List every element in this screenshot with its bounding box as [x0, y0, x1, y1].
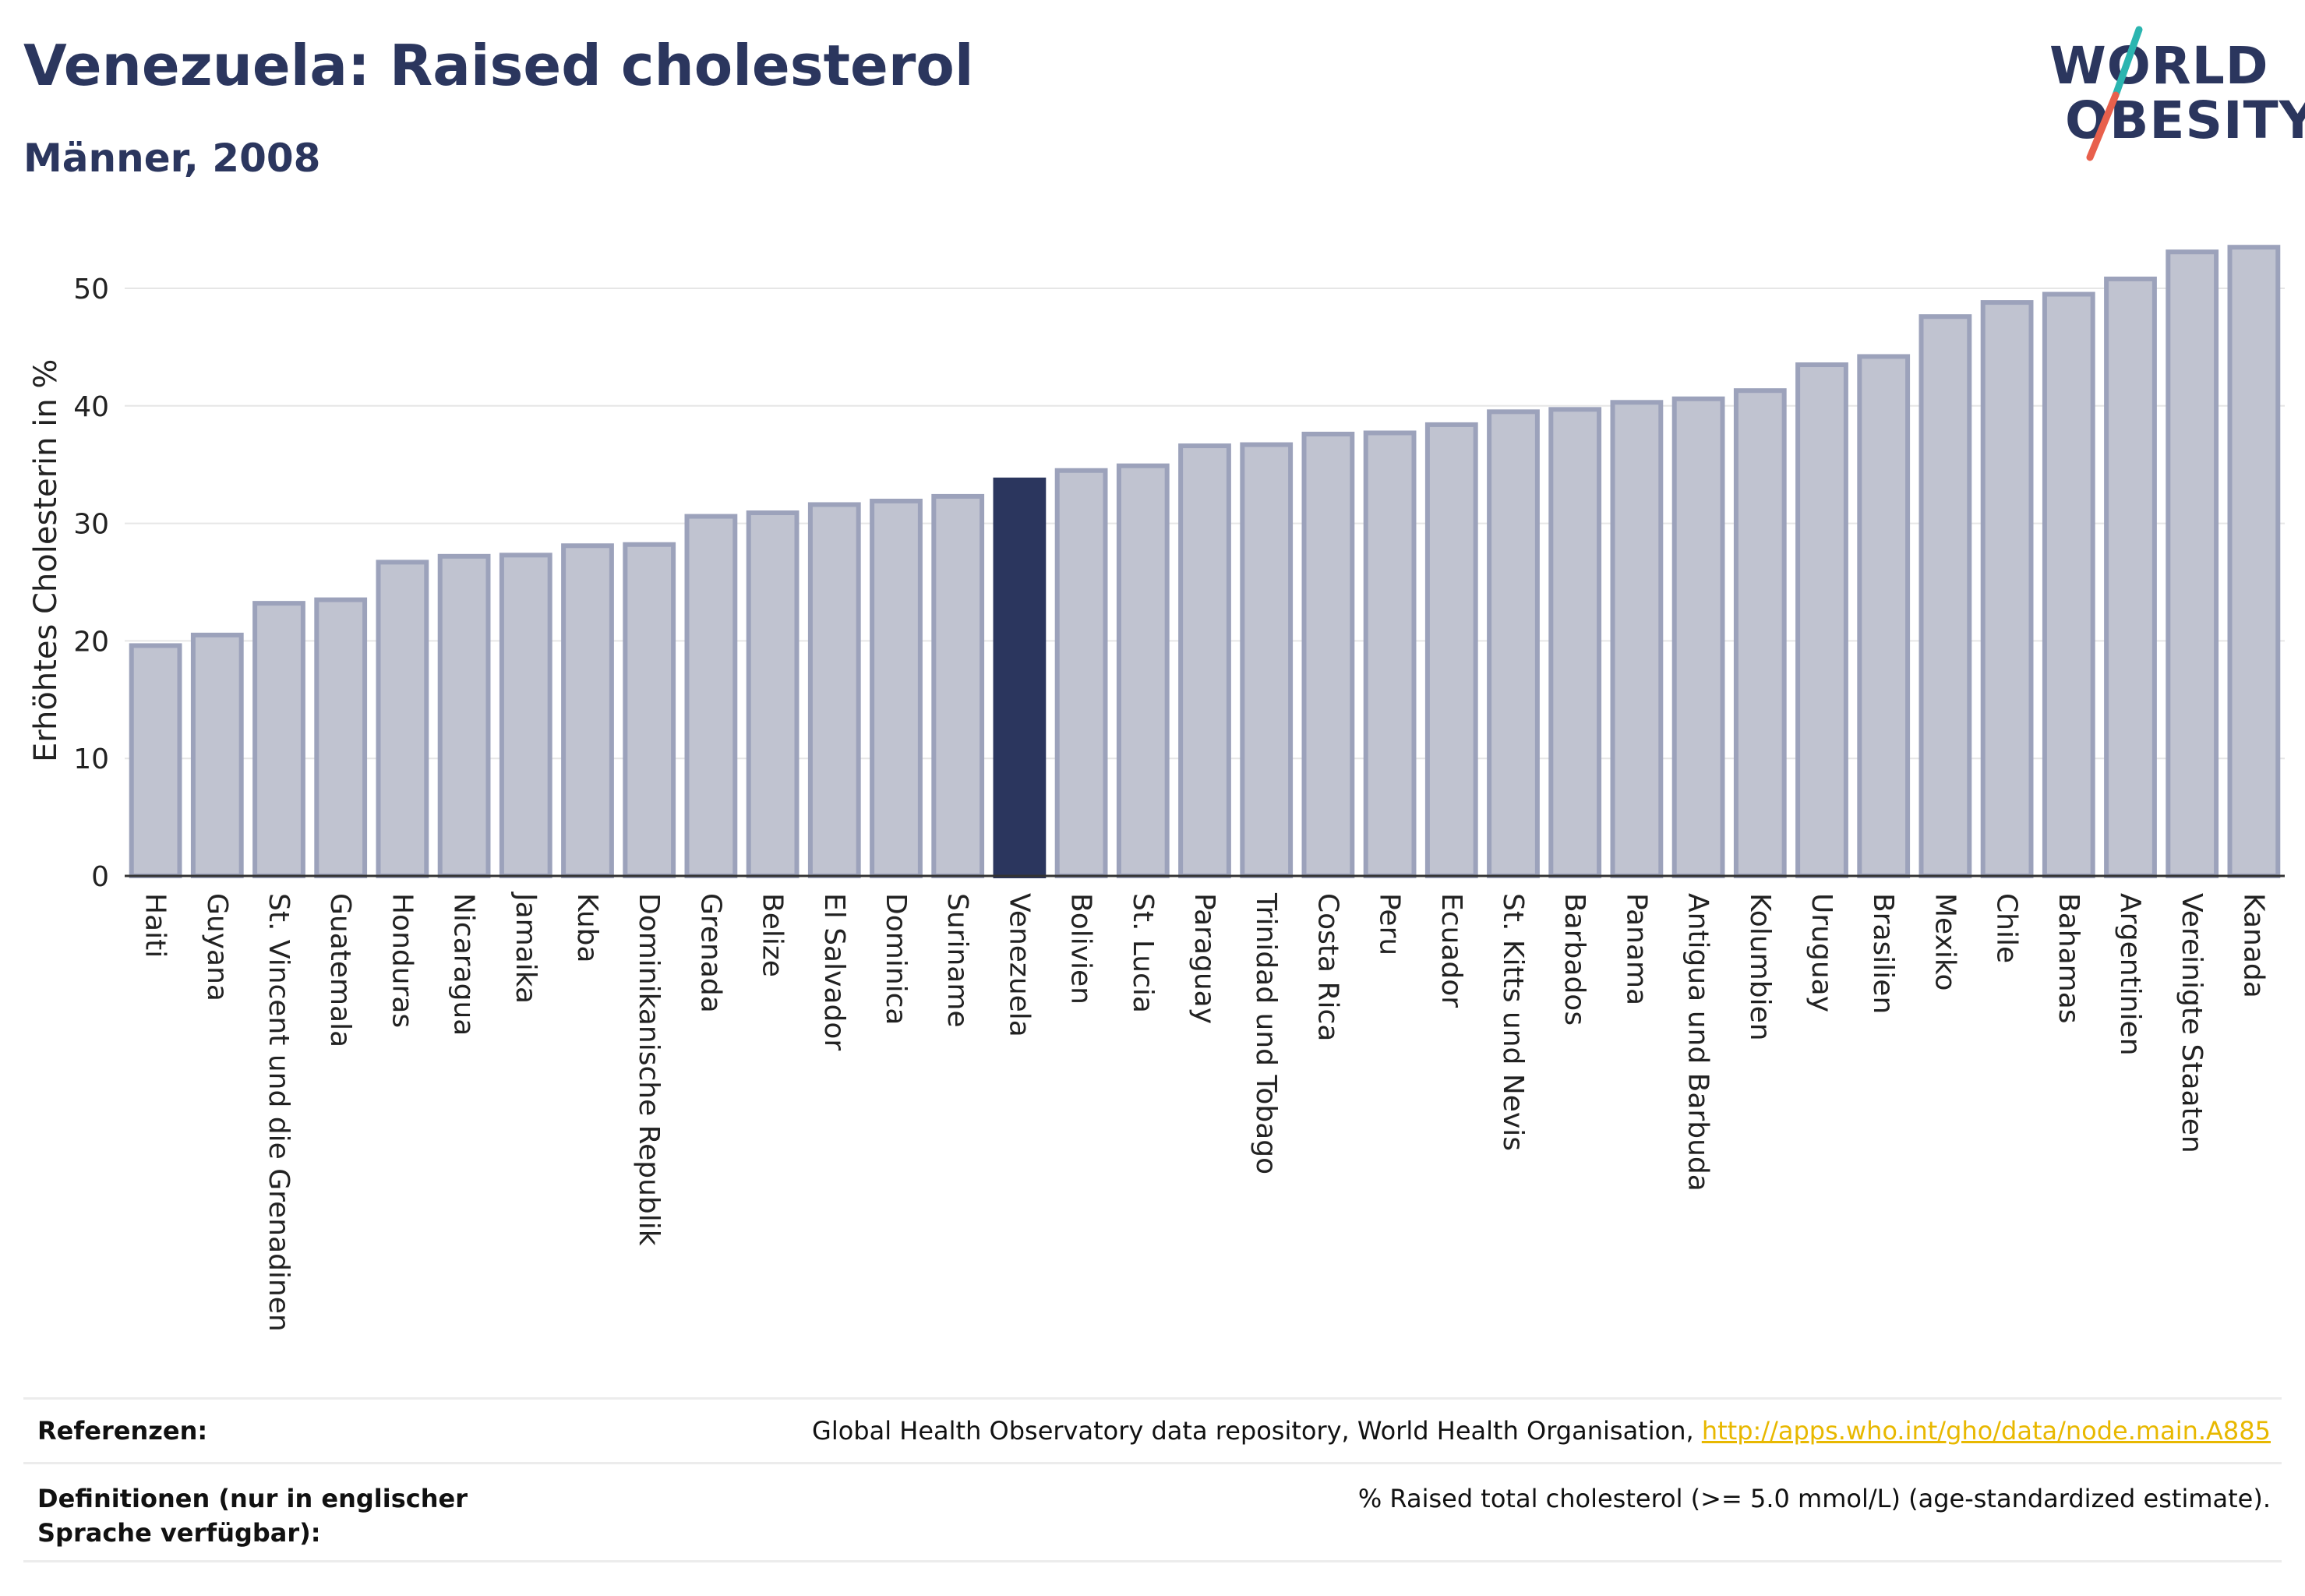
x-tick-label: Mexiko	[1929, 893, 1961, 990]
chart-labels: 0 10 20 30 40 50 Haiti Guyana St. Vincent und di…	[28, 274, 2269, 1332]
bar-suriname[interactable]	[931, 493, 985, 879]
x-tick-label: El Salvador	[818, 893, 850, 1050]
x-tick-label: Suriname	[941, 893, 973, 1028]
bar-venezuela[interactable]	[993, 477, 1047, 879]
bar-st-kitts-und-nevis[interactable]	[1487, 409, 1540, 878]
bar-paraguay[interactable]	[1178, 443, 1231, 878]
x-tick-label: Guyana	[201, 893, 233, 1001]
x-tick-label: St. Vincent und die Grenadinen	[263, 893, 295, 1332]
x-tick-label: Bahamas	[2053, 893, 2084, 1024]
x-tick-label: Chile	[1991, 893, 2023, 963]
page-title: Venezuela: Raised cholesterol	[23, 33, 974, 98]
x-tick-label: Venezuela	[1003, 893, 1035, 1037]
y-axis-label: Erhöhtes Cholesterin in %	[28, 359, 64, 762]
bar-guyana[interactable]	[190, 632, 244, 878]
references-row: Referenzen: Global Health Observatory da…	[23, 1397, 2282, 1462]
world-obesity-logo: WORLD OBESITY	[2034, 23, 2305, 164]
chart-bars	[129, 245, 2281, 879]
x-tick-label: Argentinien	[2114, 893, 2146, 1056]
bar-vereinigte-staaten[interactable]	[2166, 249, 2219, 878]
bar-antigua-und-barbuda[interactable]	[1671, 396, 1725, 878]
bar-argentinien[interactable]	[2104, 276, 2157, 879]
x-tick-label: Uruguay	[1806, 893, 1837, 1012]
references-text: Global Health Observatory data repositor…	[812, 1416, 1702, 1446]
x-tick-label: Belize	[757, 893, 789, 977]
bar-honduras[interactable]	[376, 560, 429, 878]
bar-mexiko[interactable]	[1918, 314, 1972, 878]
x-tick-label: Nicaragua	[448, 893, 480, 1036]
definitions-label: Definitionen (nur in englischer Sprache …	[37, 1484, 468, 1548]
page-subtitle: Männer, 2008	[23, 136, 321, 181]
x-tick-label: Guatemala	[324, 893, 356, 1047]
bar-trinidad-und-tobago[interactable]	[1240, 442, 1294, 878]
bar-chart: 0 10 20 30 40 50 Haiti Guyana St. Vincent und di…	[28, 245, 2285, 1332]
table-bottom-border	[23, 1560, 2282, 1562]
bar-nicaragua[interactable]	[437, 553, 491, 878]
x-tick-label: Bolivien	[1065, 893, 1097, 1005]
x-tick-label: St. Kitts und Nevis	[1497, 893, 1529, 1151]
y-tick-label: 20	[73, 626, 109, 658]
bar-panama[interactable]	[1610, 400, 1664, 878]
y-tick-label: 50	[73, 274, 109, 305]
bar-st-lucia[interactable]	[1116, 463, 1170, 878]
references-value: Global Health Observatory data repositor…	[812, 1414, 2271, 1448]
x-tick-label: Costa Rica	[1311, 893, 1343, 1041]
bar-kuba[interactable]	[561, 543, 614, 878]
bar-costa-rica[interactable]	[1301, 431, 1355, 878]
x-tick-label: Trinidad und Tobago	[1250, 892, 1282, 1174]
bar-barbados[interactable]	[1548, 407, 1602, 878]
bar-ecuador[interactable]	[1424, 422, 1478, 878]
x-tick-label: Brasilien	[1867, 893, 1899, 1014]
x-tick-label: Peru	[1374, 893, 1406, 955]
bar-uruguay[interactable]	[1795, 362, 1848, 878]
bar-kolumbien[interactable]	[1733, 388, 1787, 879]
x-tick-label: Barbados	[1558, 893, 1590, 1026]
logo-text-world: WORLD	[2049, 36, 2269, 96]
bar-brasilien[interactable]	[1857, 354, 1911, 878]
bar-belize[interactable]	[746, 510, 800, 878]
x-tick-label: Antigua und Barbuda	[1682, 893, 1714, 1192]
x-tick-label: Kuba	[571, 893, 603, 963]
x-tick-label: Dominica	[880, 893, 912, 1026]
x-tick-label: Jamaika	[510, 892, 542, 1004]
y-tick-label: 40	[73, 391, 109, 423]
bar-bahamas[interactable]	[2042, 291, 2095, 879]
x-tick-label: Honduras	[386, 893, 418, 1028]
x-tick-label: Kanada	[2237, 893, 2269, 998]
bar-haiti[interactable]	[129, 643, 182, 878]
bar-bolivien[interactable]	[1054, 468, 1108, 878]
definitions-row: Definitionen (nur in englischer Sprache …	[23, 1462, 2282, 1561]
bar-grenada[interactable]	[684, 514, 738, 878]
x-tick-label: Vereinigte Staaten	[2176, 893, 2208, 1153]
bar-st-vincent-und-die-grenadinen[interactable]	[252, 601, 305, 878]
bar-jamaika[interactable]	[499, 553, 552, 878]
logo-slash-icon	[2086, 26, 2143, 161]
references-label: Referenzen:	[37, 1416, 208, 1446]
bar-dominica[interactable]	[870, 498, 923, 878]
bar-chile[interactable]	[1980, 300, 2034, 878]
bar-el-salvador[interactable]	[807, 502, 861, 878]
x-tick-label: Haiti	[139, 893, 171, 958]
bar-kanada[interactable]	[2227, 245, 2281, 879]
x-tick-label: Panama	[1620, 893, 1652, 1005]
x-tick-label: St. Lucia	[1127, 893, 1159, 1013]
x-tick-label: Dominikanische Republik	[633, 893, 665, 1246]
x-tick-label: Grenada	[694, 893, 726, 1013]
x-tick-label: Kolumbien	[1744, 893, 1776, 1041]
bar-guatemala[interactable]	[314, 597, 368, 878]
bar-dominikanische-republik[interactable]	[623, 542, 676, 879]
definitions-value: % Raised total cholesterol (>= 5.0 mmol/…	[1357, 1484, 2271, 1513]
y-tick-label: 0	[91, 861, 109, 893]
bar-peru[interactable]	[1363, 430, 1417, 878]
references-link[interactable]: http://apps.who.int/gho/data/node.main.A…	[1701, 1416, 2271, 1446]
y-tick-label: 30	[73, 509, 109, 541]
y-tick-label: 10	[73, 743, 109, 775]
x-tick-label: Paraguay	[1188, 893, 1220, 1024]
x-tick-label: Ecuador	[1435, 893, 1467, 1008]
